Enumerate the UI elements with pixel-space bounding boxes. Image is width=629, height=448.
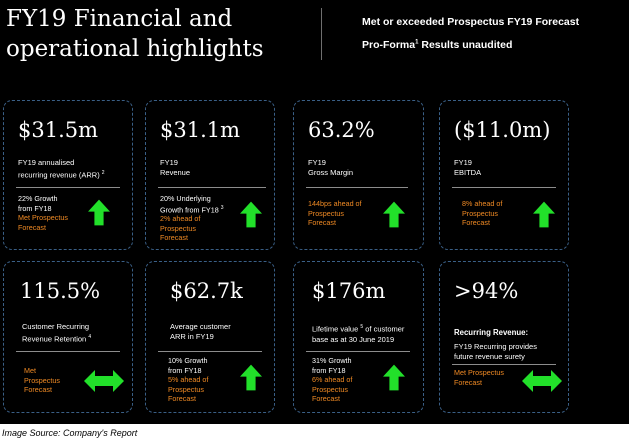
card-ebitda: ($11.0m) FY19 EBITDA 8% ahead of Prospec…: [439, 100, 569, 250]
card-divider: [158, 351, 262, 352]
image-source-caption: Image Source: Company's Report: [2, 428, 138, 438]
recurring-revenue-title: Recurring Revenue:: [454, 328, 529, 337]
up-arrow-icon: [88, 199, 110, 226]
card-recurring-revenue: >94% Recurring Revenue: FY19 Recurring p…: [439, 261, 569, 413]
card-value: 115.5%: [20, 279, 101, 303]
card-lifetime-value: $176m Lifetime value 5 of customer base …: [293, 261, 424, 413]
title-line-1: FY19 Financial and: [6, 6, 233, 32]
subtitle-proforma: Pro-Forma1 Results unaudited: [362, 39, 513, 51]
card-value: $31.5m: [18, 118, 99, 142]
card-divider: [16, 187, 120, 188]
card-value: >94%: [454, 279, 519, 303]
card-footnote: 20% Underlying Growth from FY18 3 2% ahe…: [160, 194, 224, 243]
card-divider: [306, 351, 410, 352]
card-divider: [16, 351, 120, 352]
card-revenue-retention: 115.5% Customer Recurring Revenue Retent…: [3, 261, 133, 413]
card-divider: [158, 187, 266, 188]
left-right-arrow-icon: [84, 370, 124, 392]
card-gross-margin: 63.2% FY19 Gross Margin 144bps ahead of …: [293, 100, 424, 250]
card-footnote: 22% Growth from FY18 Met Prospectus Fore…: [18, 194, 68, 232]
card-description: FY19 Gross Margin: [308, 158, 354, 177]
subtitle-forecast: Met or exceeded Prospectus FY19 Forecast: [362, 16, 580, 28]
up-arrow-icon: [383, 364, 405, 391]
card-footnote: 31% Growth from FY18 6% ahead of Prospec…: [312, 356, 353, 403]
card-value: $62.7k: [170, 279, 243, 303]
left-right-arrow-icon: [522, 370, 562, 392]
header-divider: [321, 8, 322, 60]
slide: FY19 Financial and operational highlight…: [0, 0, 629, 424]
card-arr: $31.5m FY19 annualised recurring revenue…: [3, 100, 133, 250]
card-description: Lifetime value 5 of customer base as at …: [312, 324, 405, 344]
card-description: FY19 Recurring provides future revenue s…: [454, 342, 537, 361]
card-footnote: 10% Growth from FY18 5% ahead of Prospec…: [168, 356, 209, 403]
up-arrow-icon: [383, 201, 405, 228]
card-description: Customer Recurring Revenue Retention 4: [22, 322, 92, 344]
card-divider: [452, 364, 556, 365]
card-value: ($11.0m): [454, 118, 551, 142]
card-footnote: Met Prospectus Forecast: [24, 366, 60, 394]
title-line-2: operational highlights: [6, 36, 264, 62]
up-arrow-icon: [533, 201, 555, 228]
card-divider: [306, 187, 408, 188]
card-description: FY19 Revenue: [160, 158, 191, 177]
up-arrow-icon: [240, 201, 262, 228]
card-value: 63.2%: [308, 118, 375, 142]
card-value: $176m: [312, 279, 386, 303]
card-description: FY19 EBITDA: [454, 158, 482, 177]
up-arrow-icon: [240, 364, 262, 391]
card-divider: [452, 187, 556, 188]
card-footnote: 144bps ahead of Prospectus Forecast: [308, 199, 362, 227]
card-value: $31.1m: [160, 118, 241, 142]
card-revenue: $31.1m FY19 Revenue 20% Underlying Growt…: [145, 100, 275, 250]
card-description: FY19 annualised recurring revenue (ARR) …: [18, 158, 105, 180]
page-title: FY19 Financial and operational highlight…: [6, 4, 264, 64]
card-description: Average customer ARR in FY19: [170, 322, 231, 341]
card-average-customer-arr: $62.7k Average customer ARR in FY19 10% …: [145, 261, 275, 413]
card-footnote: Met Prospectus Forecast: [454, 368, 504, 387]
card-footnote: 8% ahead of Prospectus Forecast: [462, 199, 503, 227]
